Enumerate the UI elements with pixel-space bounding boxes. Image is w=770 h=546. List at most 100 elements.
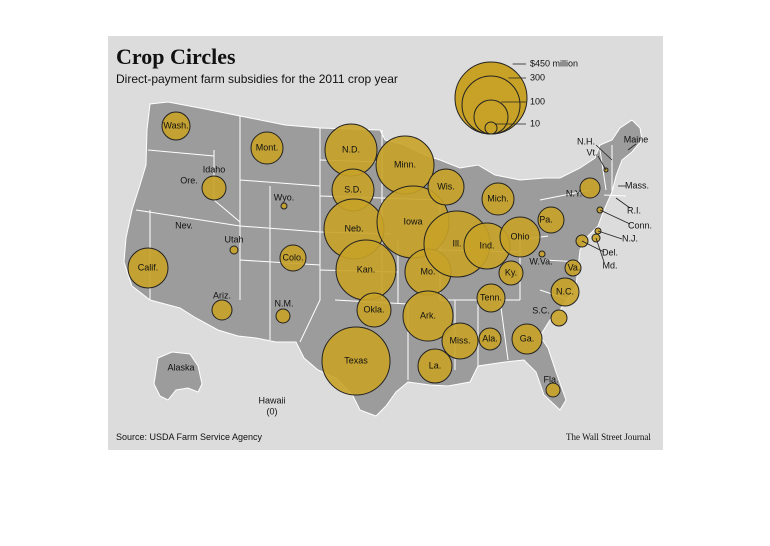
state-label-iowa: Iowa	[403, 216, 422, 226]
state-label-mich: Mich.	[487, 193, 509, 203]
state-label-ark: Ark.	[420, 310, 436, 320]
leader-line	[597, 155, 607, 171]
bubble-wyo	[280, 202, 288, 210]
state-label-texas: Texas	[344, 355, 368, 365]
bubble-ohio	[499, 216, 541, 258]
state-label-hawaii: Hawaii	[258, 395, 285, 405]
state-label-nev: Nev.	[175, 220, 193, 230]
legend-label-300: 300	[530, 72, 545, 82]
state-label-idaho: Idaho	[203, 164, 226, 174]
page-title: Crop Circles	[116, 44, 236, 69]
bubble-ky	[498, 260, 524, 286]
subsidy-bubbles	[127, 111, 609, 398]
bubble-wash	[161, 111, 191, 141]
bubble-miss	[441, 322, 479, 360]
bubble-mich	[481, 182, 515, 216]
state-label-mont: Mont.	[256, 142, 279, 152]
state-label-vt: Vt.	[586, 147, 597, 157]
state-label-ill: Ill.	[453, 238, 462, 248]
state-label-ga: Ga.	[520, 333, 535, 343]
state-label-utah: Utah	[224, 234, 243, 244]
state-label-ohio: Ohio	[510, 231, 529, 241]
bubble-w-va	[538, 250, 546, 258]
state-label-maine: Maine	[624, 134, 649, 144]
leader-line	[595, 144, 613, 161]
bubble-n-y	[579, 177, 601, 199]
state-labels: Wash. Ore. Calif. Idaho Nev. Mont. Wyo. Utah Ari…	[138, 120, 652, 416]
state-label-la: La.	[429, 360, 442, 370]
bubble-ga	[511, 323, 543, 355]
state-label-n-y: N.Y.	[566, 188, 582, 198]
bubble-calif	[127, 247, 169, 289]
state-label-n-j: N.J.	[622, 233, 638, 243]
bubble-ala	[478, 327, 502, 351]
bubble-pa	[537, 206, 565, 234]
state-label-pa: Pa.	[539, 214, 553, 224]
state-label-fla: Fla.	[543, 374, 558, 384]
state-label-r-i: R.I.	[627, 205, 641, 215]
bubble-tenn	[476, 283, 506, 313]
credit-note: The Wall Street Journal	[566, 432, 651, 442]
state-label-s-c: S.C.	[532, 305, 550, 315]
state-label-ala: Ala.	[482, 333, 498, 343]
legend: $450 million 300 100 10	[454, 58, 578, 135]
state-label-conn: Conn.	[628, 220, 652, 230]
bubble-wis	[427, 168, 465, 206]
state-label-miss: Miss.	[450, 335, 471, 345]
state-label-n-h: N.H.	[577, 136, 595, 146]
bubble-mont	[250, 131, 284, 165]
state-label-okla: Okla.	[363, 304, 384, 314]
leader-line	[615, 197, 631, 209]
state-label-ind: Ind.	[479, 240, 494, 250]
state-label-s-d: S.D.	[344, 184, 362, 194]
state-label-colo: Colo.	[282, 252, 303, 262]
state-label-md: Md.	[602, 260, 617, 270]
bubble-va	[564, 259, 582, 277]
state-label-wash: Wash.	[163, 120, 188, 130]
bubble-n-m	[275, 308, 291, 324]
state-label-neb: Neb.	[344, 223, 363, 233]
state-label-0: (0)	[267, 406, 278, 416]
state-label-w-va: W.Va.	[529, 256, 552, 266]
state-label-minn: Minn.	[394, 159, 416, 169]
page-subtitle: Direct-payment farm subsidies for the 20…	[116, 72, 398, 86]
legend-circle-10	[484, 121, 498, 135]
state-label-tenn: Tenn.	[480, 292, 502, 302]
source-note: Source: USDA Farm Service Agency	[116, 432, 263, 442]
state-label-del: Del.	[602, 247, 618, 257]
bubble-la	[417, 348, 453, 384]
state-label-calif: Calif.	[138, 262, 159, 272]
bubble-ark	[402, 290, 454, 342]
alaska-shape	[153, 351, 203, 401]
state-label-wyo: Wyo.	[274, 192, 294, 202]
bubble-fla	[545, 382, 561, 398]
bubble-texas	[321, 326, 391, 396]
leader-line	[597, 230, 623, 240]
bubble-okla	[356, 292, 392, 328]
legend-label-450: $450 million	[530, 58, 578, 68]
state-label-wis: Wis.	[437, 181, 455, 191]
state-label-n-c: N.C.	[556, 286, 574, 296]
bubble-utah	[229, 245, 239, 255]
state-label-ariz: Ariz.	[213, 290, 231, 300]
state-label-ore: Ore.	[180, 175, 198, 185]
state-label-mass: Mass.	[625, 180, 649, 190]
leader-line	[627, 143, 637, 151]
bubble-ariz	[211, 299, 233, 321]
leader-line	[595, 237, 605, 263]
state-label-mo: Mo.	[420, 266, 435, 276]
bubble-idaho	[201, 175, 227, 201]
bubble-s-c	[550, 309, 568, 327]
state-label-va: Va.	[568, 262, 581, 272]
state-label-n-m: N.M.	[275, 298, 294, 308]
state-label-n-d: N.D.	[342, 144, 360, 154]
leader-line	[599, 209, 631, 225]
state-label-alaska: Alaska	[167, 362, 194, 372]
bubble-colo	[279, 244, 307, 272]
legend-label-100: 100	[530, 96, 545, 106]
state-label-kan: Kan.	[357, 264, 376, 274]
state-label-ky: Ky.	[505, 267, 517, 277]
legend-label-10: 10	[530, 118, 540, 128]
bubble-n-c	[550, 277, 580, 307]
